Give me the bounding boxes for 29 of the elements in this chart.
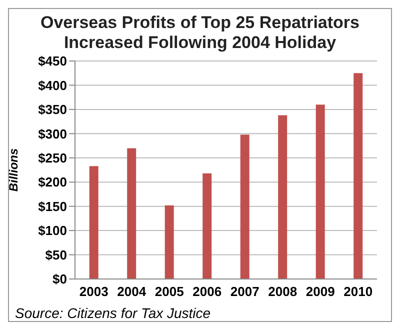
bar — [278, 115, 288, 279]
y-axis-title: Billions — [6, 148, 20, 192]
bar — [164, 205, 174, 279]
y-tick-label: $100 — [38, 223, 67, 238]
x-tick-label: 2006 — [192, 284, 222, 300]
x-tick-label: 2005 — [154, 284, 184, 300]
y-tick-label: $0 — [52, 272, 67, 287]
x-tick-label: 2003 — [79, 284, 108, 300]
y-tick-label: $150 — [38, 198, 67, 214]
x-tick-label: 2008 — [268, 284, 298, 300]
bar — [89, 166, 98, 279]
x-tick-label: 2004 — [117, 284, 147, 300]
y-tick-label: $350 — [38, 102, 67, 118]
source-note: Source: Citizens for Tax Justice — [14, 305, 212, 321]
chart-title: Overseas Profits of Top 25 Repatriators Increased Following 2004 Holiday — [39, 12, 360, 53]
y-tick-label: $450 — [38, 54, 67, 69]
y-tick-label: $300 — [38, 126, 67, 142]
x-tick-label: 2007 — [230, 284, 260, 300]
y-tick-label: $50 — [45, 247, 67, 262]
bar — [127, 148, 136, 279]
bar — [240, 134, 250, 279]
x-tick-label: 2010 — [344, 284, 373, 300]
bar — [202, 173, 212, 279]
bar — [316, 104, 325, 279]
bar — [354, 73, 363, 279]
y-tick-label: $400 — [38, 78, 67, 93]
y-tick-label: $250 — [38, 150, 67, 166]
y-tick-label: $200 — [38, 174, 67, 190]
x-tick-label: 2009 — [306, 284, 335, 300]
